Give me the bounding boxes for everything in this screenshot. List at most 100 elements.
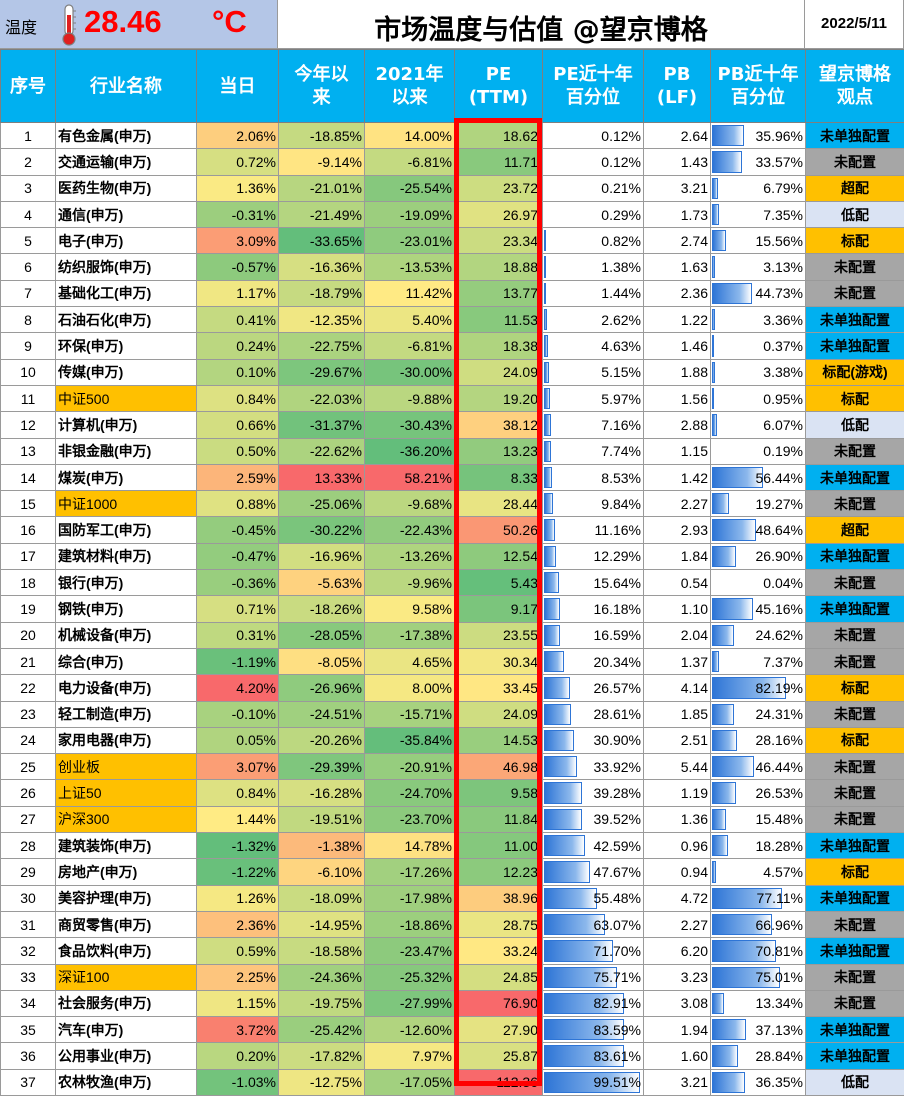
- view-badge: 未单独配置: [806, 307, 904, 333]
- pb-lf: 3.08: [644, 990, 711, 1016]
- industry-name: 非银金融(申万): [56, 438, 197, 464]
- since-2021-change: 7.97%: [365, 1043, 455, 1069]
- view-badge: 未配置: [806, 780, 904, 806]
- day-change: -0.57%: [197, 254, 279, 280]
- pe-percentile: 75.71%: [543, 964, 644, 990]
- ytd-change: -6.10%: [279, 859, 365, 885]
- pb-percentile-bar: [712, 730, 737, 751]
- row-index: 8: [1, 307, 56, 333]
- pe-percentile-bar: [544, 572, 559, 593]
- pe-percentile: 33.92%: [543, 754, 644, 780]
- pe-ttm: 18.88: [455, 254, 543, 280]
- industry-name: 房地产(申万): [56, 859, 197, 885]
- col-pe-percentile-header[interactable]: PE近十年 百分位: [543, 50, 644, 123]
- col-since-2021-header[interactable]: 2021年 以来: [365, 50, 455, 123]
- day-change: -1.22%: [197, 859, 279, 885]
- ytd-change: -31.37%: [279, 412, 365, 438]
- row-index: 4: [1, 201, 56, 227]
- pb-percentile: 7.37%: [711, 648, 806, 674]
- ytd-change: -9.14%: [279, 149, 365, 175]
- view-badge: 未单独配置: [806, 1017, 904, 1043]
- col-industry-header[interactable]: 行业名称: [56, 50, 197, 123]
- pb-lf: 2.64: [644, 123, 711, 149]
- since-2021-change: -36.20%: [365, 438, 455, 464]
- pb-percentile: 66.96%: [711, 911, 806, 937]
- row-index: 5: [1, 228, 56, 254]
- pe-percentile: 47.67%: [543, 859, 644, 885]
- pe-percentile: 7.16%: [543, 412, 644, 438]
- industry-name: 建筑材料(申万): [56, 543, 197, 569]
- col-pe-header[interactable]: PE (TTM): [455, 50, 543, 123]
- pb-percentile: 0.19%: [711, 438, 806, 464]
- pb-percentile-value: 13.34%: [756, 995, 803, 1011]
- row-index: 17: [1, 543, 56, 569]
- pb-lf: 1.94: [644, 1017, 711, 1043]
- row-index: 30: [1, 885, 56, 911]
- title-panel: 市场温度与估值 @望京博格: [278, 0, 805, 49]
- view-badge: 标配: [806, 727, 904, 753]
- pe-ttm: 11.00: [455, 833, 543, 859]
- since-2021-change: -12.60%: [365, 1017, 455, 1043]
- col-view-header[interactable]: 望京博格 观点: [806, 50, 904, 123]
- industry-name: 国防军工(申万): [56, 517, 197, 543]
- view-badge: 未单独配置: [806, 596, 904, 622]
- pb-percentile: 3.38%: [711, 359, 806, 385]
- pe-percentile-bar: [544, 256, 546, 277]
- pb-percentile-value: 0.95%: [763, 391, 803, 407]
- pb-percentile: 3.36%: [711, 307, 806, 333]
- day-change: 0.50%: [197, 438, 279, 464]
- industry-name: 石油石化(申万): [56, 307, 197, 333]
- col-day-header[interactable]: 当日: [197, 50, 279, 123]
- since-2021-change: -20.91%: [365, 754, 455, 780]
- since-2021-change: -17.26%: [365, 859, 455, 885]
- view-badge: 未单独配置: [806, 333, 904, 359]
- ytd-change: -25.06%: [279, 491, 365, 517]
- col-ytd-header[interactable]: 今年以 来: [279, 50, 365, 123]
- col-pb-header[interactable]: PB (LF): [644, 50, 711, 123]
- pe-percentile-value: 8.53%: [601, 470, 641, 486]
- col-pb-percentile-header[interactable]: PB近十年 百分位: [711, 50, 806, 123]
- row-index: 34: [1, 990, 56, 1016]
- col-index-header[interactable]: 序号: [1, 50, 56, 123]
- since-2021-change: -13.53%: [365, 254, 455, 280]
- pe-percentile-bar: [544, 467, 552, 488]
